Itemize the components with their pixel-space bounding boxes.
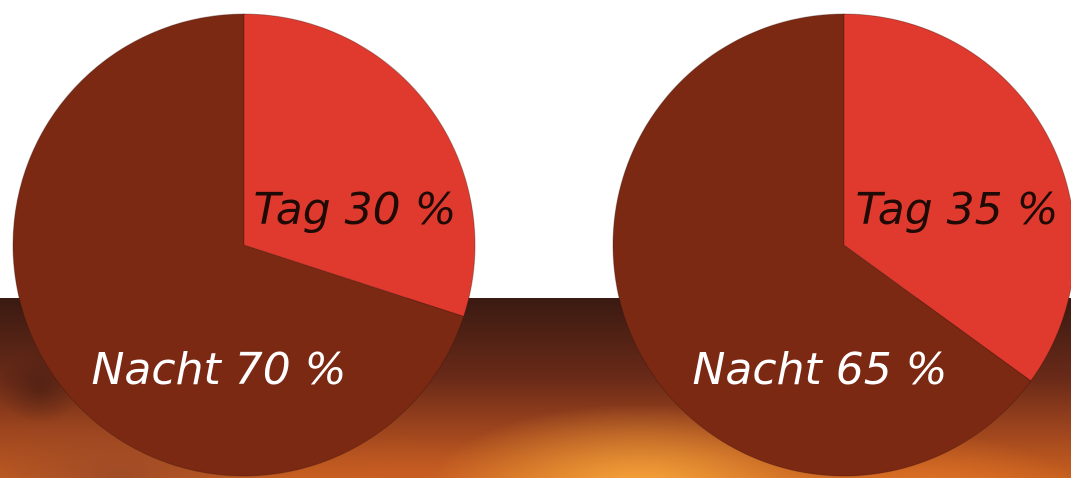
slice-tag [843,13,1071,382]
slice-label-nacht: Nacht 70 % [92,344,347,395]
pie-chart-1: Tag 30 % Nacht 70 % [12,13,476,477]
slice-label-tag: Tag 35 % [856,184,1059,235]
slice-label-tag: Tag 30 % [254,184,457,235]
slice-nacht [12,13,465,477]
slice-label-nacht: Nacht 65 % [693,344,948,395]
slice-tag [243,13,476,318]
pie-chart-2: Tag 35 % Nacht 65 % [612,13,1071,477]
slice-nacht [612,13,1032,477]
